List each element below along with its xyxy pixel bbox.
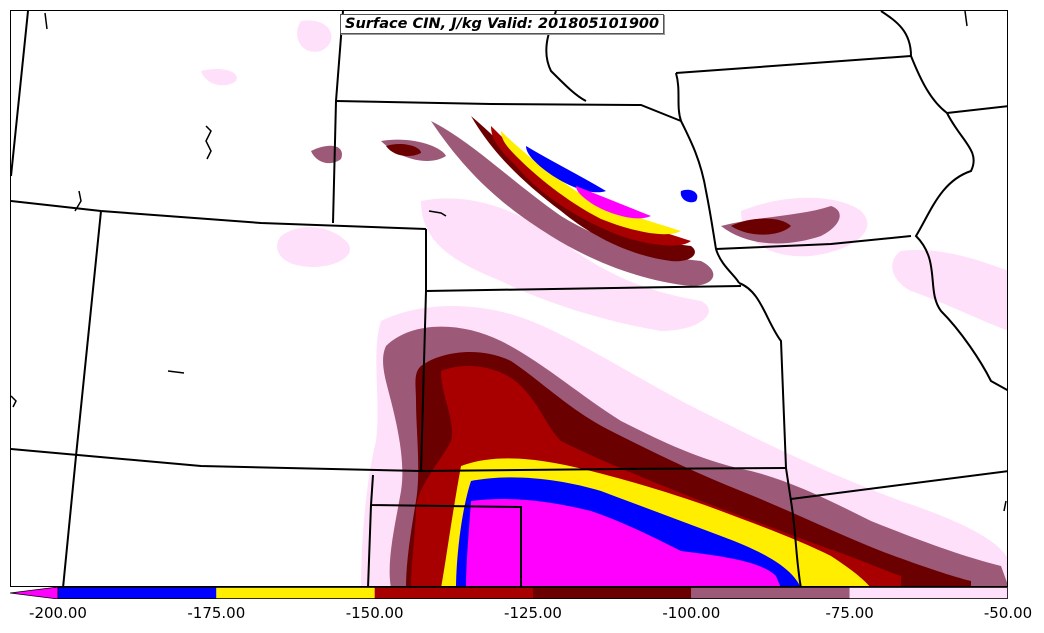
colorbar-tick-label: -125.00 [504,604,562,622]
colorbar-tick-label: -100.00 [662,604,721,622]
colorbar-bin-2 [374,587,533,599]
colorbar-tick-label: -50.00 [983,604,1033,622]
colorbar-bin-4 [691,587,850,599]
map-title: Surface CIN, J/kg Valid: 201805101900 [340,14,665,34]
colorbar-under-arrow [10,587,59,599]
colorbar-frame [57,587,1008,599]
colorbar-bin-1 [216,587,375,599]
colorbar [10,587,1008,599]
state-borders [11,11,1007,586]
colorbar-bin-0 [58,587,217,599]
cin-field-magenta [466,186,781,586]
water-bodies [11,11,1007,512]
colorbar-bin-3 [533,587,692,599]
cin-map [11,11,1007,586]
colorbar-tick-label: -175.00 [187,604,246,622]
colorbar-tick-label: -200.00 [29,604,87,622]
colorbar-tick-label: -150.00 [345,604,404,622]
colorbar-tick-label: -75.00 [825,604,874,622]
colorbar-bin-5 [849,587,1008,599]
map-panel [10,10,1008,587]
